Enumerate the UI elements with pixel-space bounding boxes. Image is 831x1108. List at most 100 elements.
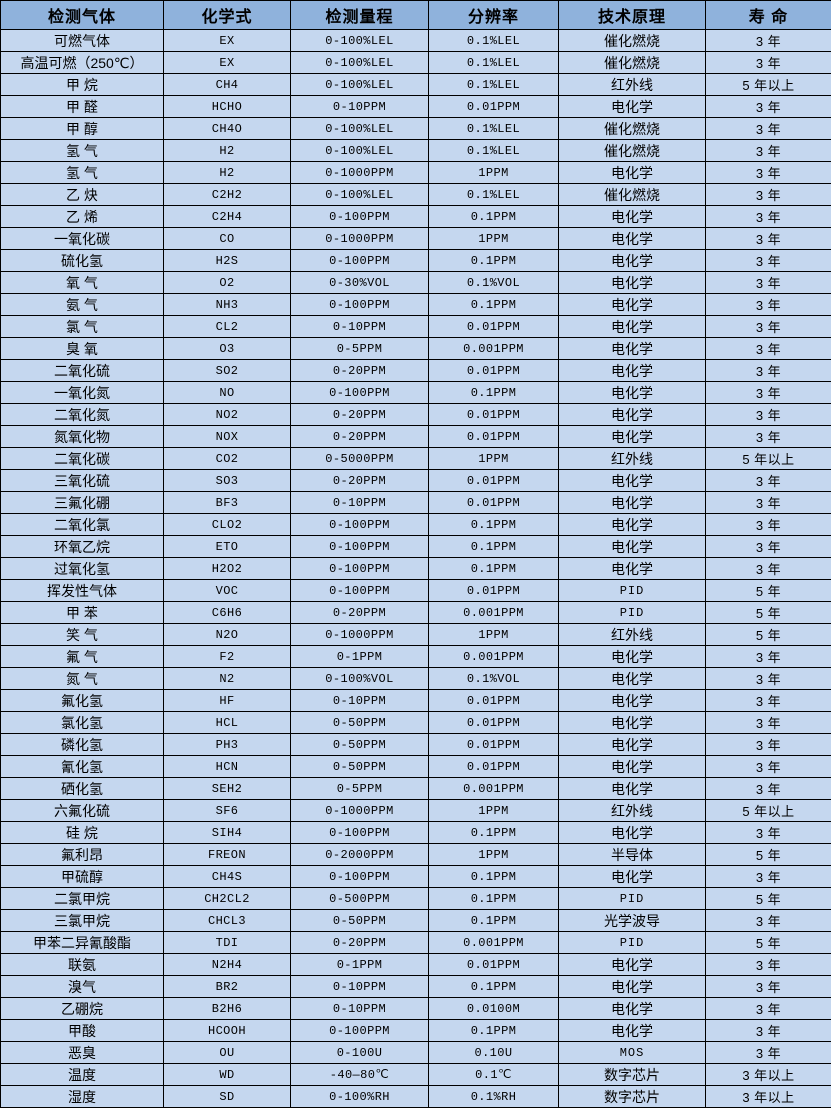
cell-resolution: 0.1PPM (429, 822, 559, 844)
table-header: 检测气体 化学式 检测量程 分辨率 技术原理 寿 命 (1, 1, 831, 30)
cell-technology-principle: 电化学 (559, 668, 706, 690)
cell-gas-name: 环氧乙烷 (1, 536, 164, 558)
cell-detection-range: 0-500PPM (291, 888, 429, 910)
cell-resolution: 0.1PPM (429, 1020, 559, 1042)
cell-detection-range: 0-100PPM (291, 1020, 429, 1042)
cell-resolution: 0.1%VOL (429, 668, 559, 690)
cell-gas-name: 甲 醛 (1, 96, 164, 118)
cell-technology-principle: 数字芯片 (559, 1086, 706, 1108)
cell-chemical-formula: OU (164, 1042, 291, 1064)
cell-technology-principle: MOS (559, 1042, 706, 1064)
cell-resolution: 0.01PPM (429, 580, 559, 602)
cell-lifespan: 5 年以上 (706, 800, 831, 822)
column-header-gas-name: 检测气体 (1, 1, 164, 30)
cell-technology-principle: 电化学 (559, 976, 706, 998)
cell-lifespan: 3 年 (706, 866, 831, 888)
cell-gas-name: 三氯甲烷 (1, 910, 164, 932)
cell-lifespan: 3 年 (706, 712, 831, 734)
cell-resolution: 0.1PPM (429, 382, 559, 404)
cell-resolution: 0.01PPM (429, 404, 559, 426)
cell-technology-principle: 电化学 (559, 646, 706, 668)
cell-technology-principle: 电化学 (559, 316, 706, 338)
cell-detection-range: 0-100PPM (291, 206, 429, 228)
cell-lifespan: 3 年 (706, 316, 831, 338)
cell-gas-name: 硅 烷 (1, 822, 164, 844)
cell-technology-principle: 电化学 (559, 228, 706, 250)
cell-resolution: 0.001PPM (429, 932, 559, 954)
cell-chemical-formula: EX (164, 30, 291, 52)
cell-gas-name: 一氧化氮 (1, 382, 164, 404)
cell-resolution: 1PPM (429, 162, 559, 184)
cell-detection-range: 0-1000PPM (291, 162, 429, 184)
cell-lifespan: 3 年 (706, 492, 831, 514)
cell-technology-principle: 红外线 (559, 624, 706, 646)
cell-detection-range: 0-100%LEL (291, 52, 429, 74)
cell-lifespan: 5 年以上 (706, 74, 831, 96)
cell-gas-name: 甲 苯 (1, 602, 164, 624)
cell-chemical-formula: NO (164, 382, 291, 404)
cell-gas-name: 三氟化硼 (1, 492, 164, 514)
cell-resolution: 0.01PPM (429, 426, 559, 448)
cell-detection-range: 0-100PPM (291, 558, 429, 580)
cell-lifespan: 5 年 (706, 932, 831, 954)
cell-chemical-formula: CO2 (164, 448, 291, 470)
cell-chemical-formula: NOX (164, 426, 291, 448)
column-header-technology-principle: 技术原理 (559, 1, 706, 30)
cell-gas-name: 乙 炔 (1, 184, 164, 206)
cell-lifespan: 3 年 (706, 954, 831, 976)
cell-resolution: 0.1%LEL (429, 118, 559, 140)
cell-resolution: 0.1PPM (429, 536, 559, 558)
cell-technology-principle: 电化学 (559, 360, 706, 382)
cell-gas-name: 一氧化碳 (1, 228, 164, 250)
cell-lifespan: 3 年 (706, 404, 831, 426)
cell-resolution: 0.001PPM (429, 602, 559, 624)
cell-technology-principle: 电化学 (559, 162, 706, 184)
cell-resolution: 0.1%LEL (429, 30, 559, 52)
cell-lifespan: 5 年以上 (706, 448, 831, 470)
cell-chemical-formula: CH4S (164, 866, 291, 888)
cell-lifespan: 3 年 (706, 184, 831, 206)
cell-detection-range: 0-5000PPM (291, 448, 429, 470)
cell-gas-name: 六氟化硫 (1, 800, 164, 822)
cell-technology-principle: 电化学 (559, 734, 706, 756)
cell-lifespan: 3 年 (706, 140, 831, 162)
cell-gas-name: 氨 气 (1, 294, 164, 316)
cell-detection-range: 0-1000PPM (291, 800, 429, 822)
cell-chemical-formula: NH3 (164, 294, 291, 316)
cell-lifespan: 3 年 (706, 778, 831, 800)
cell-technology-principle: 电化学 (559, 250, 706, 272)
cell-technology-principle: 电化学 (559, 998, 706, 1020)
cell-chemical-formula: H2S (164, 250, 291, 272)
cell-technology-principle: 催化燃烧 (559, 140, 706, 162)
cell-resolution: 0.1PPM (429, 910, 559, 932)
cell-gas-name: 氯 气 (1, 316, 164, 338)
cell-gas-name: 氢 气 (1, 140, 164, 162)
cell-technology-principle: 电化学 (559, 470, 706, 492)
cell-detection-range: 0-100PPM (291, 250, 429, 272)
cell-detection-range: 0-20PPM (291, 470, 429, 492)
cell-detection-range: 0-100%LEL (291, 140, 429, 162)
cell-gas-name: 氮 气 (1, 668, 164, 690)
